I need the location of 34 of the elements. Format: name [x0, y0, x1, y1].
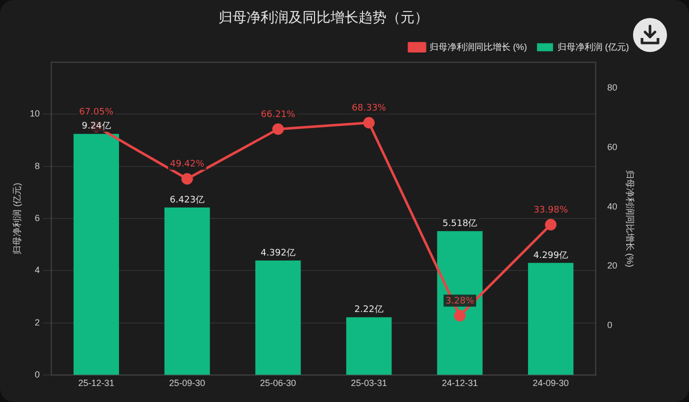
data-label: 66.21% — [260, 110, 296, 120]
data-label: 49.42% — [170, 160, 205, 170]
y-axis-title: 归母净利润 (亿元) — [12, 182, 22, 254]
x-tick-label: 25-06-30 — [260, 378, 296, 388]
legend-label: 归母净利润 (亿元) — [558, 42, 630, 52]
y2-tick-label: 60 — [607, 142, 618, 152]
y2-tick-label: 40 — [607, 201, 618, 212]
y2-axis-title: 归母净利润同比增长 (%) — [625, 170, 636, 268]
data-label: 67.05% — [79, 107, 114, 118]
y-tick-label: 8 — [34, 160, 40, 171]
y-tick-label: 4 — [34, 265, 40, 276]
y2-tick-label: 80 — [607, 82, 618, 93]
data-label: 33.98% — [534, 205, 568, 216]
x-tick-label: 25-12-31 — [78, 378, 114, 388]
y-tick-label: 6 — [34, 212, 40, 223]
x-tick-label: 24-09-30 — [532, 378, 569, 388]
y2-tick-label: 0 — [607, 320, 612, 330]
data-label: 6.423亿 — [170, 194, 205, 206]
x-tick-label: 25-03-31 — [350, 378, 387, 388]
y-tick-label: 0 — [34, 370, 40, 380]
y-tick-label: 10 — [30, 108, 40, 119]
data-label: 4.392亿 — [260, 247, 296, 258]
data-label: 2.22亿 — [354, 304, 384, 316]
y-tick-label: 2 — [34, 317, 40, 328]
data-label: 5.518亿 — [442, 218, 478, 229]
legend-label: 归母净利润同比增长 (%) — [430, 42, 528, 52]
data-label: 9.24亿 — [82, 120, 111, 132]
data-label: 4.299亿 — [533, 250, 568, 261]
x-tick-label: 24-12-31 — [442, 378, 478, 388]
data-label: 68.33% — [352, 104, 387, 114]
chart-title: 归母净利润及同比增长趋势（元） — [218, 10, 428, 26]
x-tick-label: 25-09-30 — [169, 378, 206, 388]
y2-tick-label: 20 — [607, 260, 618, 271]
data-label: 3.28% — [446, 296, 475, 307]
